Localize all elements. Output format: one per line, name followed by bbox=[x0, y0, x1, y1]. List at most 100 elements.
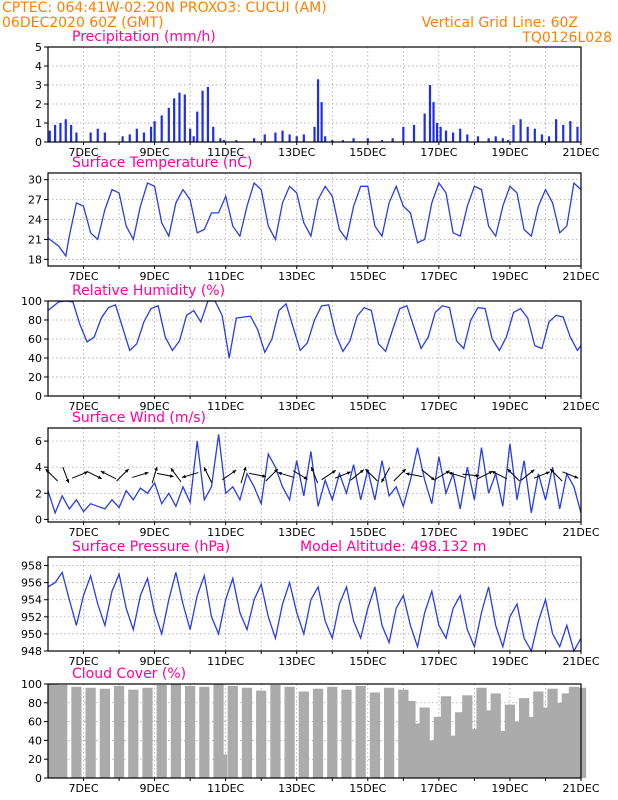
wind-vector bbox=[100, 470, 117, 480]
wind-vector bbox=[181, 472, 199, 479]
precipitation-xtick-label: 11DEC bbox=[207, 146, 244, 159]
cloud-cover-ytick-label: 80 bbox=[28, 697, 42, 710]
precipitation-bar bbox=[135, 128, 138, 142]
precipitation-bar bbox=[331, 140, 334, 142]
humidity-ytick-label: 60 bbox=[28, 333, 42, 346]
cloud-cover-column bbox=[369, 692, 381, 778]
cloud-cover-xtick-label: 11DEC bbox=[207, 782, 244, 795]
cloud-cover-xtick-label: 13DEC bbox=[278, 782, 315, 795]
cloud-cover-column bbox=[419, 707, 430, 778]
wind-xtick-label: 19DEC bbox=[491, 526, 528, 539]
wind-vector bbox=[310, 466, 319, 484]
precipitation-xtick-label: 15DEC bbox=[349, 146, 386, 159]
precipitation-title: Precipitation (mm/h) bbox=[72, 29, 216, 45]
precipitation-xtick-label: 17DEC bbox=[420, 146, 457, 159]
precipitation-bar bbox=[324, 136, 327, 142]
precipitation-bar bbox=[507, 140, 510, 142]
wind-xtick-label: 21DEC bbox=[562, 526, 599, 539]
precipitation-bar bbox=[189, 128, 192, 142]
cloud-cover-column bbox=[554, 702, 565, 778]
temperature-xtick-label: 7DEC bbox=[68, 270, 98, 283]
cloud-cover-column bbox=[128, 689, 139, 778]
precipitation-bar bbox=[459, 128, 462, 142]
temperature-xtick-label: 21DEC bbox=[562, 270, 599, 283]
cloud-cover-column bbox=[113, 685, 125, 778]
wind-vector bbox=[71, 471, 89, 479]
cloud-cover-column bbox=[156, 684, 167, 778]
precipitation-bar bbox=[540, 134, 544, 142]
precipitation-xtick-label: 13DEC bbox=[278, 146, 315, 159]
precipitation-bar bbox=[48, 130, 51, 142]
cloud-cover-column bbox=[71, 686, 82, 778]
precipitation-bar bbox=[201, 90, 204, 142]
precipitation-bar bbox=[54, 124, 57, 142]
pressure-frame bbox=[47, 556, 582, 652]
precipitation-bar bbox=[487, 138, 490, 142]
wind-vector bbox=[462, 473, 480, 478]
precipitation-bar bbox=[435, 123, 439, 142]
humidity-ytick-label: 0 bbox=[35, 390, 42, 403]
wind-vector bbox=[116, 468, 129, 482]
humidity-ytick-label: 40 bbox=[28, 352, 42, 365]
model-id: TQ0126L028 bbox=[521, 30, 612, 46]
cloud-cover-column bbox=[57, 684, 68, 778]
cloud-cover-column bbox=[355, 685, 366, 778]
precipitation-bar bbox=[235, 140, 238, 142]
precipitation-bar bbox=[380, 140, 384, 142]
pressure-ytick-label: 958 bbox=[21, 560, 42, 573]
cloud-cover-column bbox=[533, 691, 544, 778]
temperature-panel: Surface Temperature (nC) 18 21 24 27 30 7DEC 9D… bbox=[28, 155, 600, 283]
cloud-cover-column bbox=[433, 716, 444, 778]
humidity-ytick-label: 20 bbox=[28, 371, 42, 384]
wind-vector bbox=[292, 470, 308, 480]
precipitation-bar bbox=[576, 126, 579, 142]
precipitation-ytick-label: 3 bbox=[35, 79, 42, 92]
humidity-xtick-label: 7DEC bbox=[68, 400, 98, 413]
cloud-cover-column bbox=[490, 693, 501, 778]
precipitation-bar bbox=[192, 136, 195, 142]
humidity-xtick-label: 21DEC bbox=[562, 400, 599, 413]
precipitation-bar bbox=[391, 138, 394, 142]
precipitation-bar bbox=[519, 119, 522, 142]
cloud-cover-xtick-label: 9DEC bbox=[140, 782, 170, 795]
wind-vector bbox=[321, 469, 337, 481]
precipitation-bar bbox=[252, 138, 256, 142]
cloud-cover-column bbox=[312, 688, 324, 778]
precipitation-bar bbox=[466, 134, 469, 142]
pressure-xtick-label: 21DEC bbox=[562, 655, 599, 668]
precipitation-ytick-label: 5 bbox=[35, 41, 42, 54]
cloud-cover-column bbox=[398, 689, 409, 778]
cloud-cover-column bbox=[216, 754, 228, 778]
wind-vector bbox=[491, 470, 508, 480]
cloud-cover-column bbox=[327, 686, 338, 778]
cloud-cover-column bbox=[561, 693, 572, 778]
cloud-cover-column bbox=[256, 690, 267, 778]
humidity-title: Relative Humidity (%) bbox=[72, 283, 225, 299]
temperature-title: Surface Temperature (nC) bbox=[72, 155, 253, 171]
wind-ytick-label: 0 bbox=[35, 513, 42, 526]
wind-vector bbox=[549, 468, 563, 482]
wind-xtick-label: 17DEC bbox=[420, 526, 457, 539]
wind-ytick-label: 4 bbox=[35, 461, 42, 474]
humidity-xtick-label: 13DEC bbox=[278, 400, 315, 413]
precipitation-bar bbox=[274, 132, 277, 142]
precipitation-bar bbox=[555, 119, 558, 142]
temperature-xtick-label: 9DEC bbox=[140, 270, 170, 283]
cloud-cover-ytick-label: 100 bbox=[21, 678, 42, 691]
cloud-cover-column bbox=[341, 689, 352, 778]
pressure-xtick-label: 11DEC bbox=[207, 655, 244, 668]
cloud-cover-column bbox=[447, 735, 459, 778]
precipitation-bar bbox=[402, 126, 405, 142]
pressure-title: Surface Pressure (hPa) bbox=[72, 539, 230, 555]
cloud-cover-column bbox=[241, 687, 253, 778]
precipitation-bar bbox=[59, 123, 62, 142]
precipitation-bar bbox=[167, 107, 170, 142]
cloud-cover-column bbox=[270, 684, 281, 778]
cloud-cover-column bbox=[298, 691, 309, 778]
precipitation-bar bbox=[444, 130, 448, 142]
cloud-cover-column bbox=[519, 698, 530, 778]
precipitation-bar bbox=[428, 85, 432, 142]
cloud-cover-column bbox=[185, 685, 196, 778]
cloud-cover-column bbox=[476, 687, 487, 778]
pressure-panel: Surface Pressure (hPa) Model Altitude: 49… bbox=[21, 539, 600, 668]
